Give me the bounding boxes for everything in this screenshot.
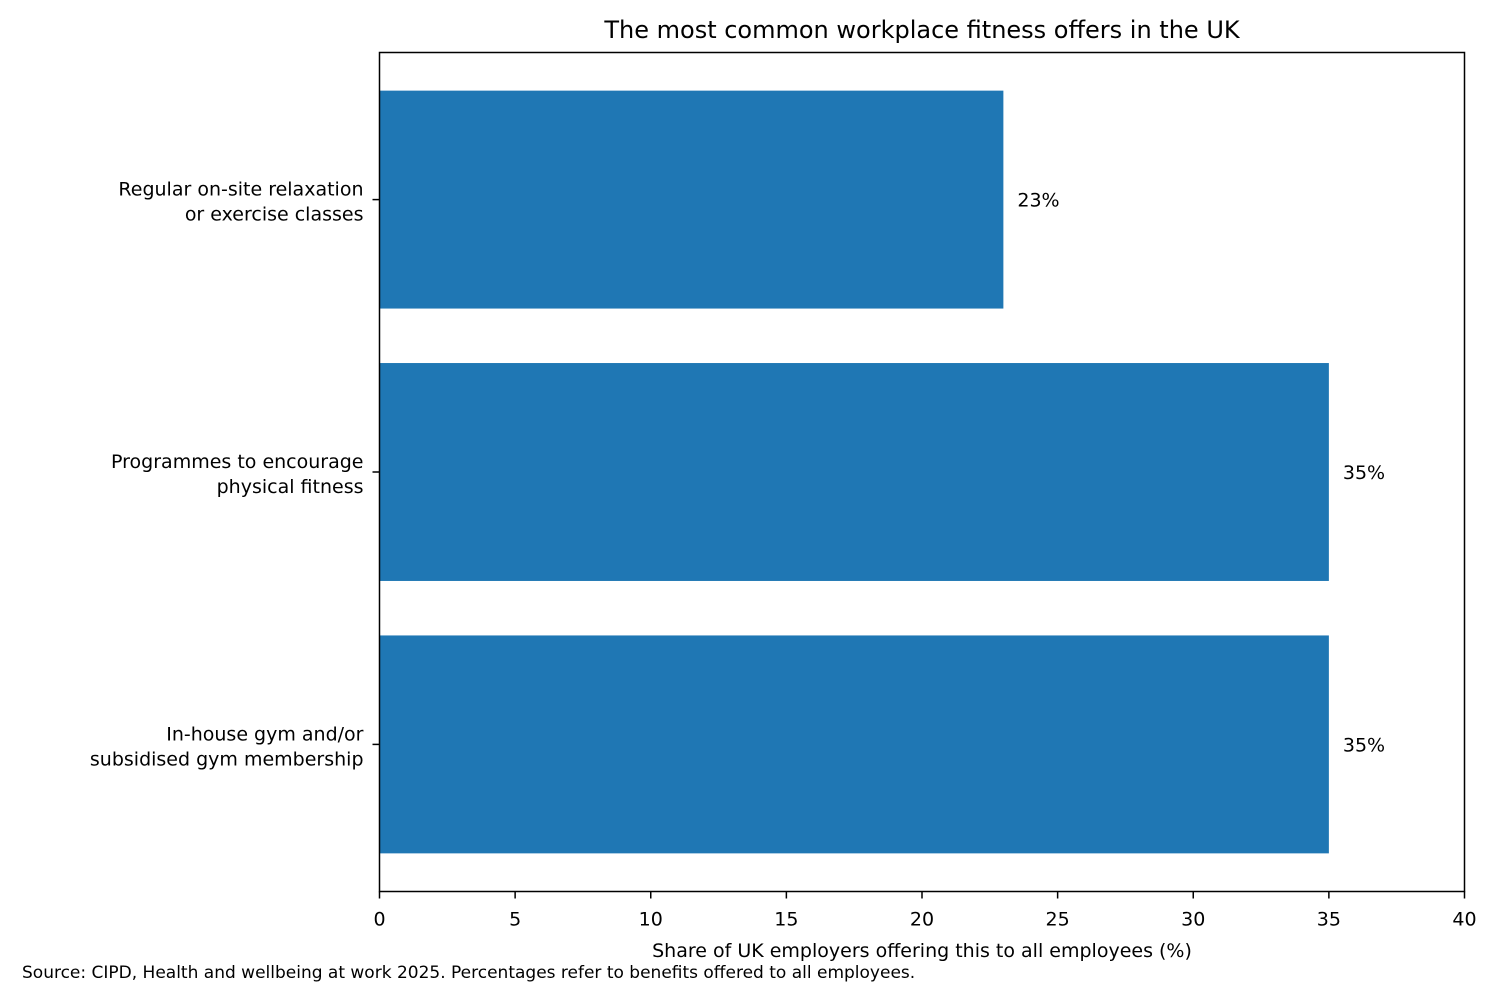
x-tick-label: 5: [509, 909, 521, 931]
plot-frame: [378, 51, 1466, 893]
source-note: Source: CIPD, Health and wellbeing at wo…: [22, 963, 915, 983]
data-label: 35%: [1343, 462, 1385, 484]
chart-title: The most common workplace fitness offers…: [603, 16, 1241, 44]
bar: [379, 635, 1329, 854]
x-tick-label: 0: [373, 909, 385, 931]
data-label: 35%: [1343, 734, 1385, 756]
x-tick-label: 30: [1181, 909, 1205, 931]
y-tick-label: Programmes to encourage physical fitness: [111, 451, 363, 498]
y-tick-label: Regular on-site relaxation or exercise cl…: [118, 179, 363, 226]
x-tick-label: 10: [639, 909, 663, 931]
x-tick-label: 25: [1046, 909, 1070, 931]
x-tick-label: 20: [910, 909, 934, 931]
x-tick-label: 40: [1452, 909, 1476, 931]
x-axis-label: Share of UK employers offering this to a…: [652, 940, 1192, 962]
bar: [379, 363, 1329, 581]
data-label: 23%: [1017, 190, 1059, 212]
x-tick-label: 15: [774, 909, 798, 931]
x-tick-label: 35: [1317, 909, 1341, 931]
bar: [379, 90, 1004, 309]
y-tick-label: In-house gym and/or subsidised gym member…: [90, 723, 364, 770]
